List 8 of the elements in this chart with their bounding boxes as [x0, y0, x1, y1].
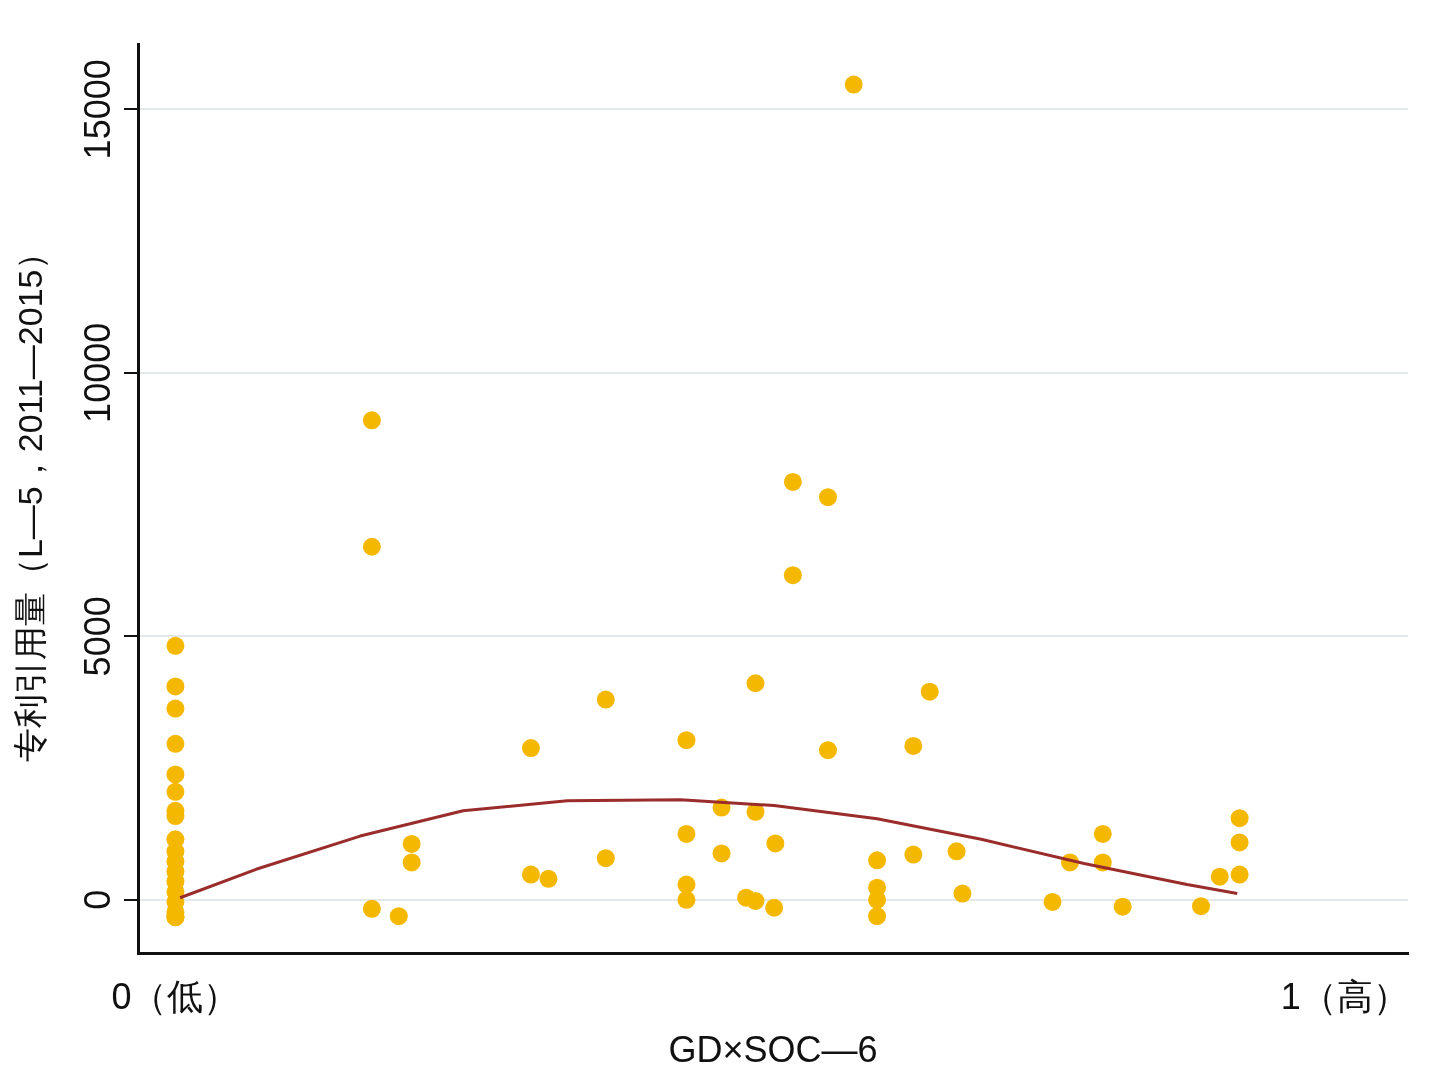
y-tick-label: 15000 — [76, 59, 118, 160]
y-axis-title: 专利引用量（L—5，2011—2015） — [10, 235, 49, 763]
x-tick-label: 0（低） — [111, 976, 240, 1018]
x-axis-title: GD×SOC—6 — [668, 1029, 878, 1071]
y-tick-label: 0 — [76, 889, 118, 910]
x-tick-label: 1（高） — [1280, 976, 1409, 1018]
y-tick-label: 10000 — [76, 322, 118, 423]
y-tick-label: 5000 — [76, 596, 118, 677]
